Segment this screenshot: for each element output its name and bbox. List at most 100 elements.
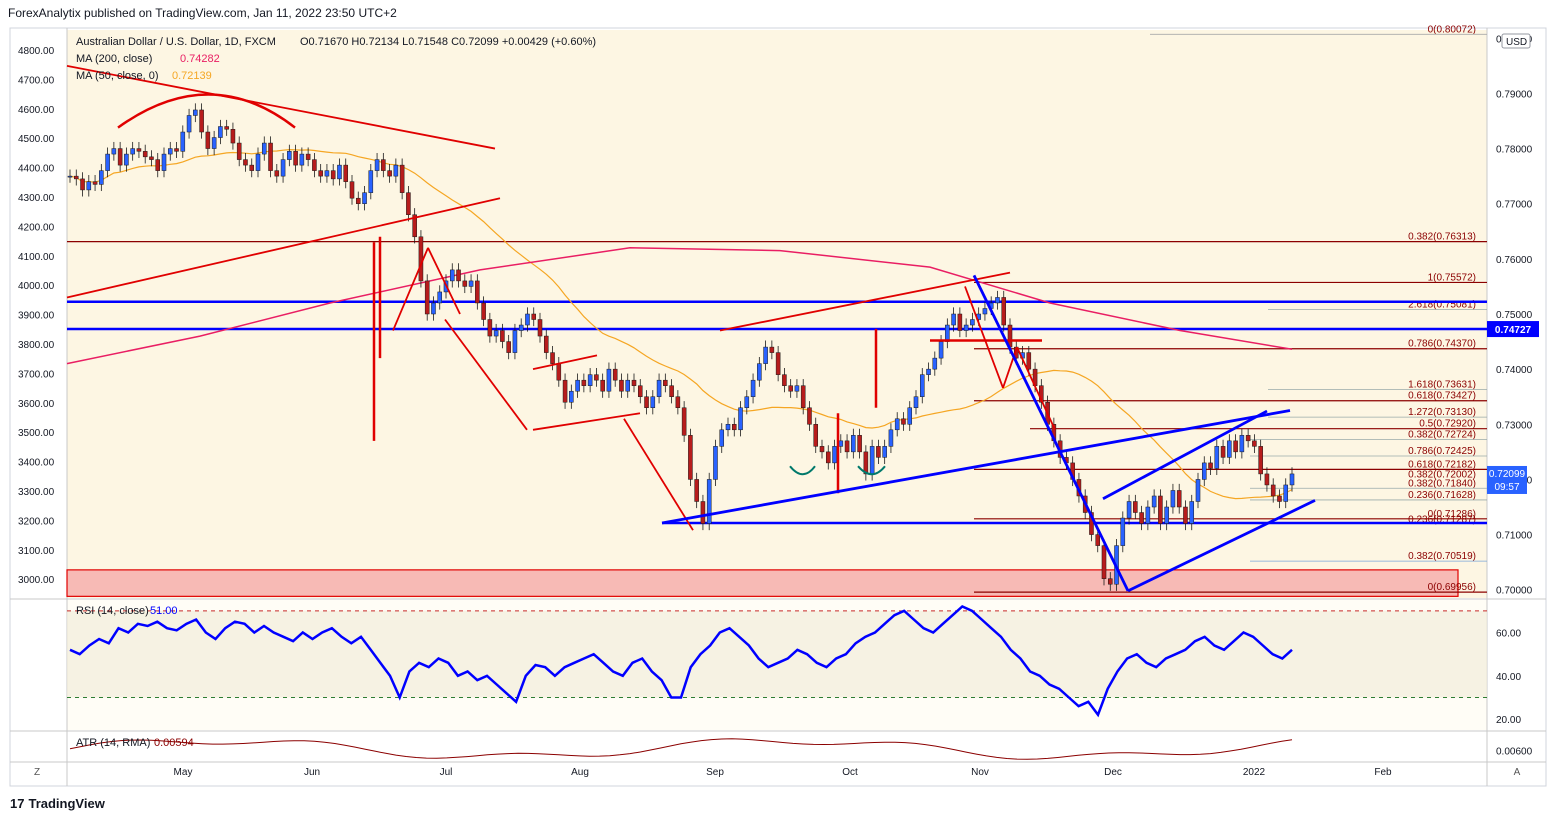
rounded-top-arc: [117, 93, 296, 129]
time-axis-tick: 2022: [1243, 767, 1266, 778]
red-downtrend-line: [66, 64, 496, 150]
cup-arc: [789, 465, 816, 476]
right-axis-tick: 0.78000: [1496, 145, 1533, 156]
ma200-line: [66, 247, 1293, 365]
atr-pane-bg: [67, 732, 1487, 760]
candle-body: [876, 446, 881, 458]
candle-body: [688, 435, 693, 480]
left-axis-tick: 3700.00: [18, 369, 55, 380]
red-uptrend-line: [66, 197, 501, 299]
candle-body: [318, 170, 323, 177]
red-trendline: [392, 247, 429, 331]
candle-body: [919, 374, 925, 397]
candle-body: [907, 407, 913, 425]
candle-body: [625, 379, 631, 392]
candle-body: [1001, 297, 1007, 326]
candle-body: [963, 324, 969, 331]
red-trendline: [532, 354, 598, 371]
candle-body: [543, 335, 549, 353]
candle-body: [1289, 473, 1295, 486]
tradingview-brand[interactable]: 17 TradingView: [10, 796, 105, 811]
candle-body: [819, 446, 825, 453]
ma50-line: [69, 148, 1293, 500]
candle-body: [1026, 352, 1032, 370]
time-axis-tick: Sep: [706, 767, 724, 778]
candle-body: [142, 151, 148, 158]
candle-body: [236, 142, 242, 160]
fib-level-label: 0.618(0.72182): [1408, 459, 1476, 470]
red-trendline: [1002, 346, 1018, 389]
candle-body: [731, 424, 737, 431]
left-axis-tick: 4800.00: [18, 46, 55, 57]
candle-body: [537, 319, 543, 337]
candle-body: [775, 352, 781, 375]
candle-body: [399, 164, 405, 193]
rsi-axis-tick: 40.00: [1496, 672, 1521, 683]
candle-body: [938, 341, 944, 359]
candle-body: [456, 269, 461, 282]
candle-body: [813, 424, 819, 447]
candle-body: [136, 148, 142, 152]
candle-body: [374, 159, 380, 171]
atr-axis-tick: 0.00600: [1496, 747, 1533, 758]
candle-body: [130, 148, 135, 155]
zoom-button-left[interactable]: Z: [34, 767, 40, 778]
candle-body: [268, 142, 273, 171]
candle-body: [782, 374, 787, 386]
candle-body: [851, 435, 856, 453]
fib-level-label: 0(0.69956): [1428, 582, 1476, 593]
candle-body: [280, 159, 286, 177]
candle-body: [1195, 479, 1201, 502]
fib-level-label: 0.382(0.71840): [1408, 478, 1476, 489]
atr-label: ATR (14, RMA): [76, 737, 150, 749]
legend-ohlc: O0.71670 H0.72134 L0.71548 C0.72099 +0.0…: [300, 36, 596, 48]
time-axis-tick: Feb: [1374, 767, 1392, 778]
candle-body: [255, 153, 261, 171]
candle-body: [888, 429, 894, 447]
candle-body: [199, 109, 204, 133]
red-trendline: [444, 318, 528, 431]
candle-body: [287, 151, 292, 160]
countdown-label: 09:57: [1494, 482, 1519, 493]
candle-body: [1120, 517, 1126, 546]
candle-body: [1258, 446, 1263, 475]
candle-body: [581, 379, 587, 386]
rsi-value: 51.00: [150, 605, 178, 617]
candle-body: [669, 385, 674, 397]
left-axis-tick: 3900.00: [18, 311, 55, 322]
candle-body: [1164, 506, 1169, 524]
fib-level-label: 0.5(0.72920): [1419, 419, 1476, 430]
time-axis-tick: Jun: [304, 767, 320, 778]
fib-level-label: 0(0.71286): [1428, 509, 1476, 520]
red-trendline: [532, 412, 641, 431]
brand-label: TradingView: [28, 796, 105, 811]
red-trendline: [719, 271, 1011, 332]
candle-body: [368, 170, 374, 193]
auto-scale-button[interactable]: A: [1514, 767, 1521, 778]
candle-body: [957, 313, 963, 331]
candle-body: [218, 126, 223, 138]
candle-body: [73, 175, 79, 180]
candle-body: [1233, 440, 1238, 453]
left-axis-tick: 4200.00: [18, 222, 55, 233]
publish-header: ForexAnalytix published on TradingView.c…: [8, 6, 397, 20]
rsi-axis-tick: 60.00: [1496, 629, 1521, 640]
right-axis-tick: 0.79000: [1496, 89, 1533, 100]
fib-level-label: 2.618(0.75081): [1408, 300, 1476, 311]
candle-body: [694, 479, 699, 502]
right-axis-tick: 0.76000: [1496, 255, 1533, 266]
candle-body: [1107, 578, 1113, 585]
candle-body: [1201, 462, 1207, 480]
left-axis-tick: 3100.00: [18, 546, 55, 557]
fib-level-label: 0.382(0.70519): [1408, 551, 1476, 562]
red-trendline: [1016, 346, 1056, 431]
currency-button[interactable]: [1501, 33, 1531, 49]
candle-body: [637, 385, 643, 397]
left-axis-tick: 3000.00: [18, 575, 55, 586]
candle-body: [606, 368, 612, 392]
left-axis-tick: 4100.00: [18, 252, 55, 263]
candle-body: [650, 396, 656, 408]
candle-body: [1133, 501, 1138, 513]
candle-body: [449, 269, 455, 282]
